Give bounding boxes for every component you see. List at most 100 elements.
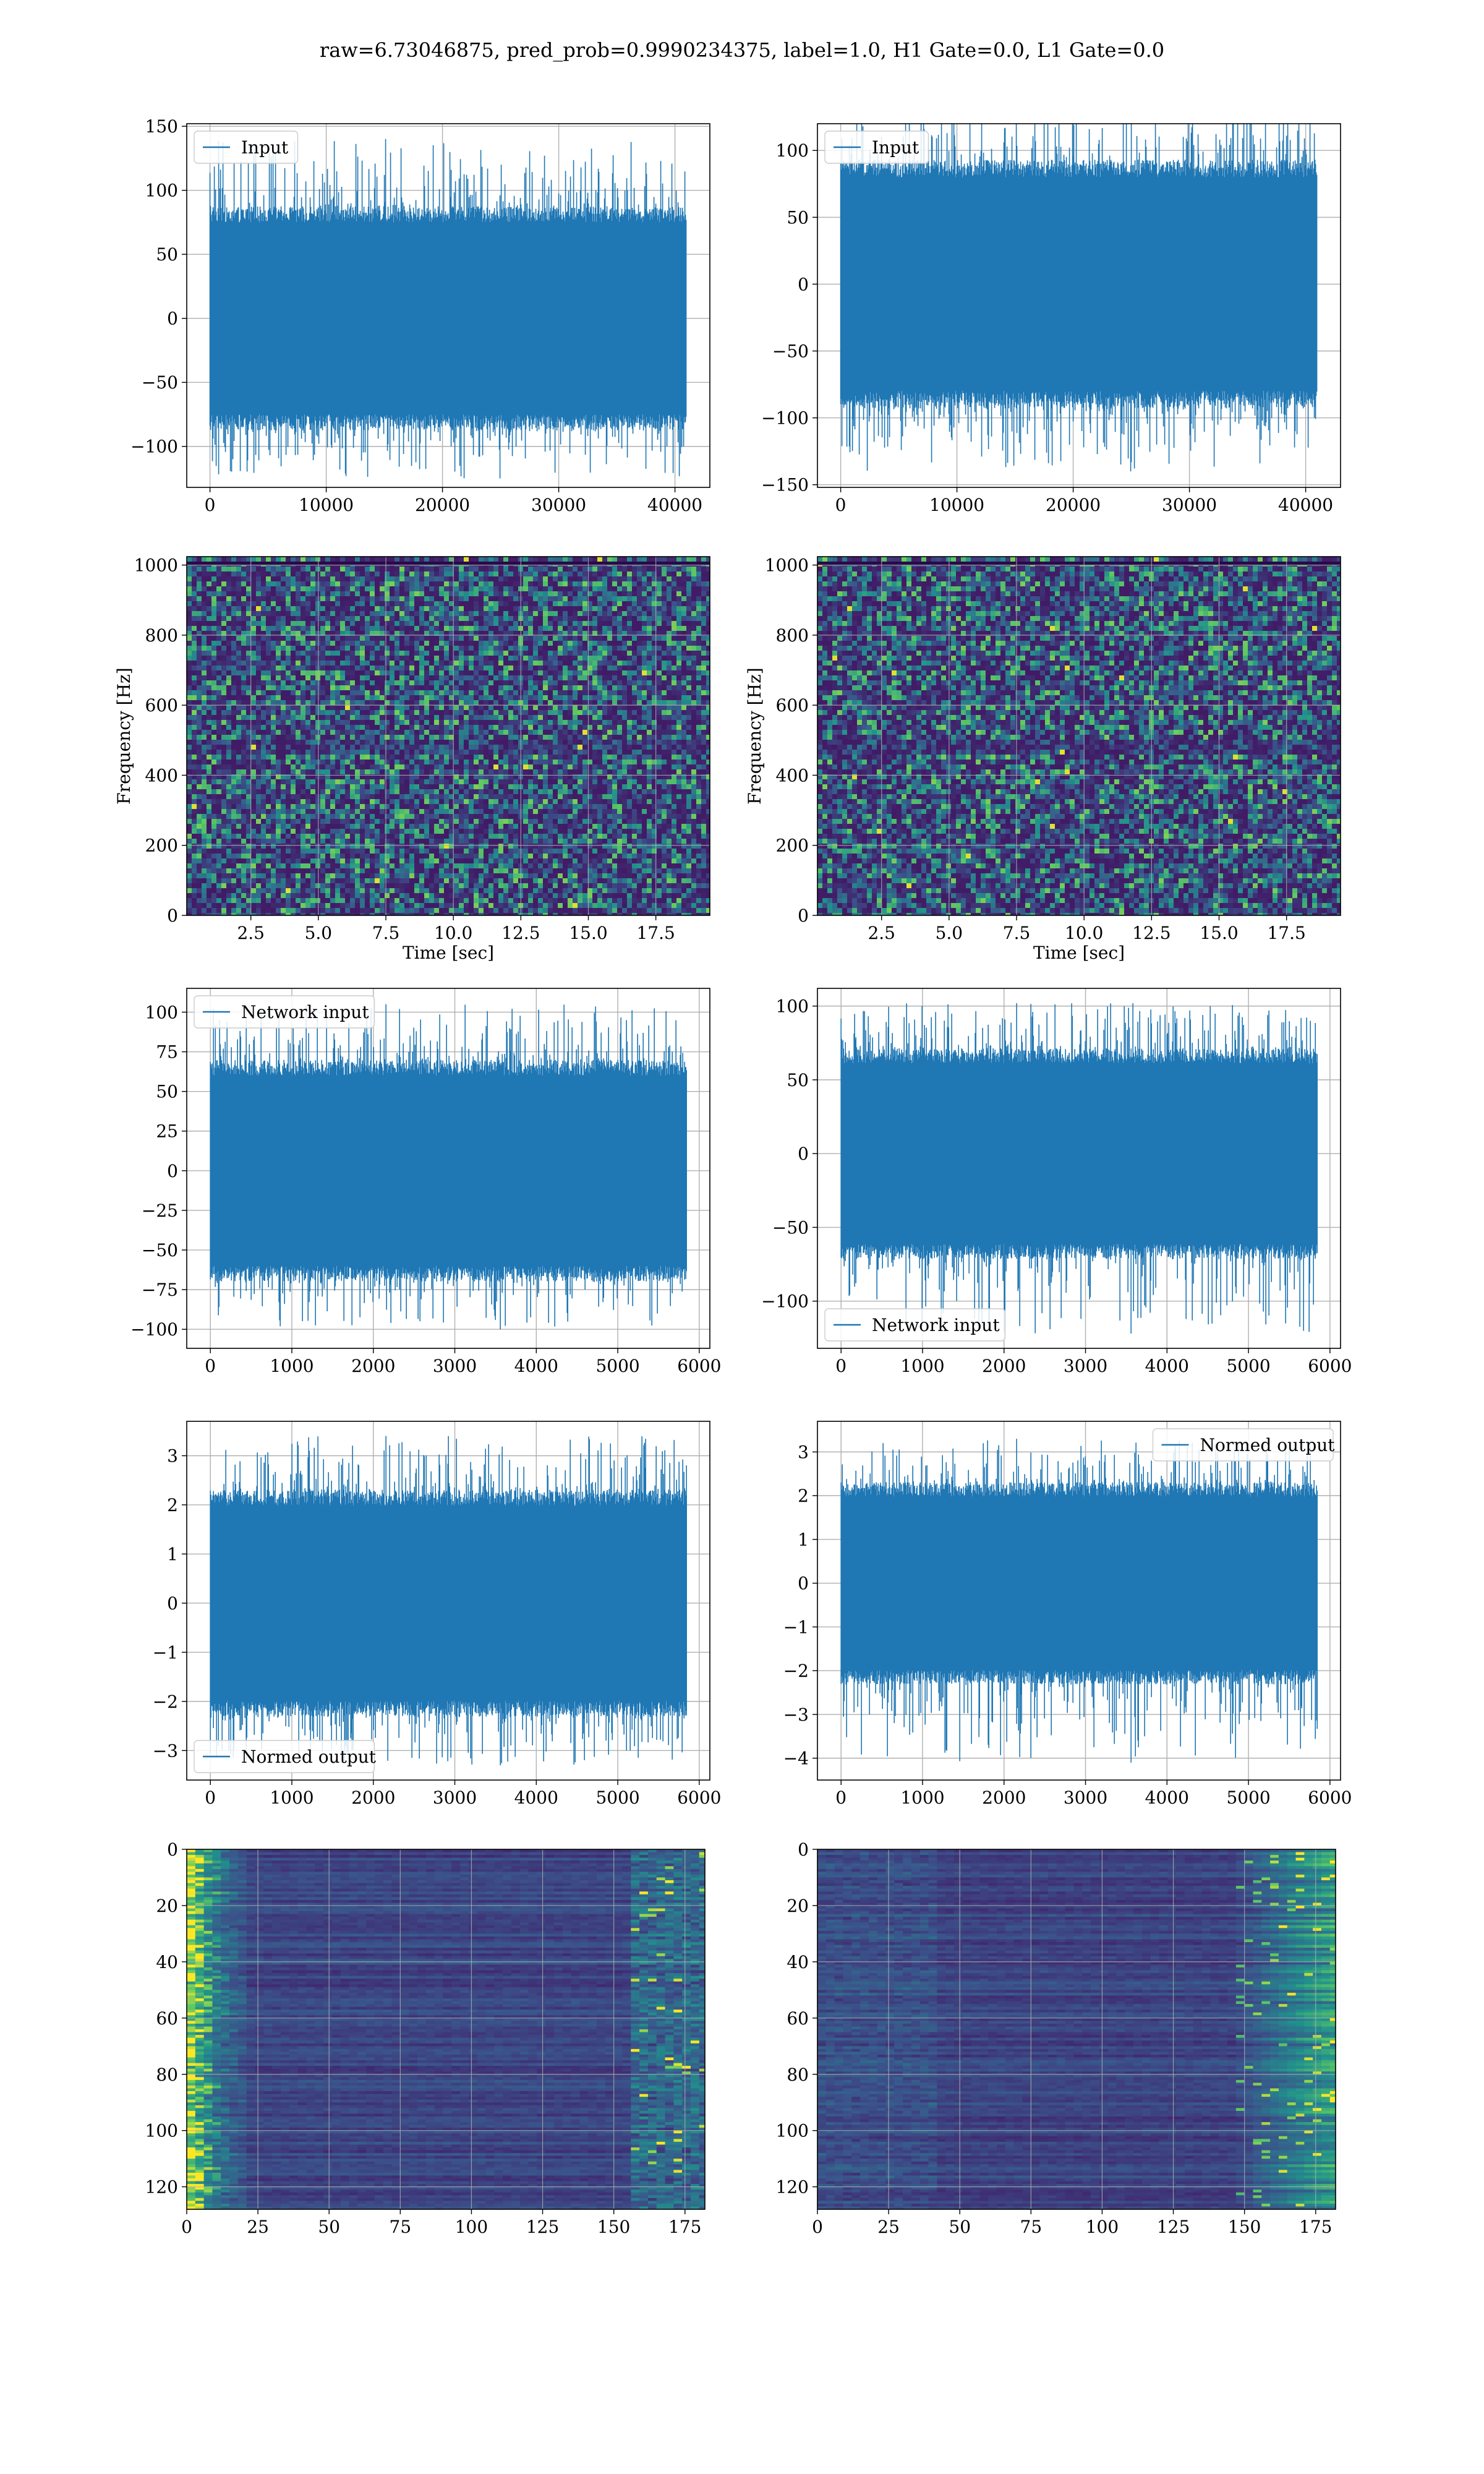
- y-tick-label: −100: [130, 1319, 178, 1340]
- y-tick-label: 0: [798, 274, 809, 294]
- x-tick-label: 50: [318, 2217, 340, 2237]
- panel-r4-c2: 0 1000 2000 3000 4000 5000 6000 −4 −3 −2 −1 0 1 2 3 Nor…: [783, 1421, 1352, 1808]
- plot-area: [817, 557, 1341, 915]
- x-tick-label: 4000: [514, 1787, 558, 1808]
- legend-label: Input: [241, 137, 289, 158]
- x-tick-label: 1000: [270, 1787, 313, 1808]
- x-tick-label: 2000: [351, 1356, 395, 1376]
- plot-area: [187, 1849, 705, 2209]
- x-tick-label: 10.0: [1065, 923, 1103, 943]
- series-line: [840, 1003, 1318, 1334]
- x-tick-label: 5.0: [305, 923, 333, 943]
- x-tick-label: 10.0: [434, 923, 472, 943]
- figure-title: raw=6.73046875, pred_prob=0.9990234375, …: [0, 38, 1484, 62]
- y-tick-label: −50: [142, 372, 178, 393]
- x-tick-label: 20000: [1046, 495, 1101, 515]
- x-tick-label: 4000: [514, 1356, 558, 1376]
- axes-frame: [817, 1849, 1336, 2210]
- x-tick-label: 125: [1157, 2217, 1190, 2237]
- y-tick-label: 0: [798, 1144, 809, 1164]
- panel-r2-c1: 2.5 5.0 7.5 10.0 12.5 15.0 17.5 0 200 400 600 800 10…: [114, 555, 710, 963]
- x-tick-label: 0: [835, 1787, 846, 1808]
- plot-area: [187, 988, 710, 1348]
- y-tick-label: 100: [776, 140, 809, 161]
- x-tick-label: 2000: [351, 1787, 395, 1808]
- axes-frame: [817, 1421, 1341, 1781]
- y-tick-label: 0: [167, 1839, 178, 1860]
- plot-area: [187, 124, 710, 487]
- y-tick-label: −100: [761, 408, 809, 429]
- x-tick-label: 0: [205, 1787, 216, 1808]
- x-tick-label: 6000: [677, 1787, 721, 1808]
- series-line: [840, 1439, 1318, 1763]
- x-tick-label: 12.5: [501, 923, 540, 943]
- legend: Input: [194, 131, 299, 164]
- x-tick-label: 4000: [1145, 1787, 1189, 1808]
- y-tick-label: 20: [156, 1896, 178, 1916]
- y-tick-label: 120: [145, 2177, 178, 2198]
- legend-box: [194, 131, 299, 164]
- y-tick-label: −4: [783, 1748, 809, 1769]
- y-tick-label: 600: [145, 695, 178, 716]
- legend-label: Network input: [872, 1315, 1000, 1335]
- x-tick-label: 3000: [1064, 1787, 1107, 1808]
- x-tick-label: 125: [526, 2217, 559, 2237]
- y-tick-label: 60: [787, 2008, 809, 2029]
- y-tick-label: 800: [776, 625, 809, 646]
- x-tick-label: 5.0: [936, 923, 963, 943]
- x-tick-label: 100: [1086, 2217, 1119, 2237]
- axes-frame: [817, 556, 1341, 916]
- panel-r2-c2: 2.5 5.0 7.5 10.0 12.5 15.0 17.5 0 200 400 600 800 10…: [744, 555, 1341, 963]
- x-tick-label: 12.5: [1132, 923, 1171, 943]
- x-tick-label: 1000: [270, 1356, 313, 1376]
- x-tick-label: 5000: [595, 1787, 639, 1808]
- y-tick-label: 1000: [765, 555, 809, 576]
- y-tick-label: −50: [772, 1217, 809, 1238]
- y-tick-label: 100: [776, 2121, 809, 2141]
- x-tick-label: 5000: [595, 1356, 639, 1376]
- plot-area: [817, 124, 1341, 487]
- y-tick-label: 0: [167, 309, 178, 329]
- x-tick-label: 25: [247, 2217, 269, 2237]
- y-tick-label: 0: [167, 1593, 178, 1614]
- y-tick-label: 0: [798, 905, 809, 926]
- y-tick-label: −50: [772, 341, 809, 362]
- y-tick-label: 400: [145, 765, 178, 785]
- x-tick-label: 17.5: [1267, 923, 1305, 943]
- y-tick-label: −2: [783, 1661, 809, 1681]
- y-tick-label: 40: [787, 1952, 809, 1972]
- y-tick-label: 120: [776, 2177, 809, 2198]
- y-tick-label: 50: [787, 207, 809, 228]
- x-tick-label: 75: [1020, 2217, 1043, 2237]
- legend-label: Normed output: [1200, 1435, 1336, 1455]
- legend-box: [1152, 1428, 1334, 1462]
- y-tick-label: 400: [776, 765, 809, 785]
- legend-box: [194, 995, 375, 1029]
- y-tick-label: −25: [142, 1201, 178, 1221]
- legend: Input: [824, 131, 929, 164]
- x-tick-label: 175: [1299, 2217, 1332, 2237]
- legend: Network input: [194, 995, 375, 1029]
- y-tick-label: −2: [153, 1692, 178, 1712]
- x-tick-label: 6000: [677, 1356, 721, 1376]
- y-tick-label: 0: [798, 1839, 809, 1860]
- x-tick-label: 6000: [1308, 1356, 1352, 1376]
- x-tick-label: 3000: [1064, 1356, 1107, 1376]
- axes-frame: [186, 1849, 706, 2210]
- x-tick-label: 150: [1228, 2217, 1261, 2237]
- y-tick-label: −3: [783, 1705, 809, 1725]
- axes-frame: [186, 556, 710, 916]
- panel-r5-c2: 0 25 50 75 100 125 150 175 0 20 40 60 80 100 120: [776, 1839, 1336, 2237]
- y-tick-label: 1000: [134, 555, 178, 576]
- y-tick-label: 1: [167, 1544, 178, 1565]
- y-tick-label: 1: [798, 1530, 809, 1550]
- x-tick-label: 15.0: [1200, 923, 1238, 943]
- y-tick-label: 50: [156, 1082, 178, 1102]
- x-tick-label: 6000: [1308, 1787, 1352, 1808]
- x-tick-label: 75: [390, 2217, 412, 2237]
- series-line: [209, 139, 687, 479]
- legend-label: Input: [872, 137, 919, 158]
- y-tick-label: 75: [156, 1042, 178, 1063]
- legend: Network input: [824, 1308, 1006, 1342]
